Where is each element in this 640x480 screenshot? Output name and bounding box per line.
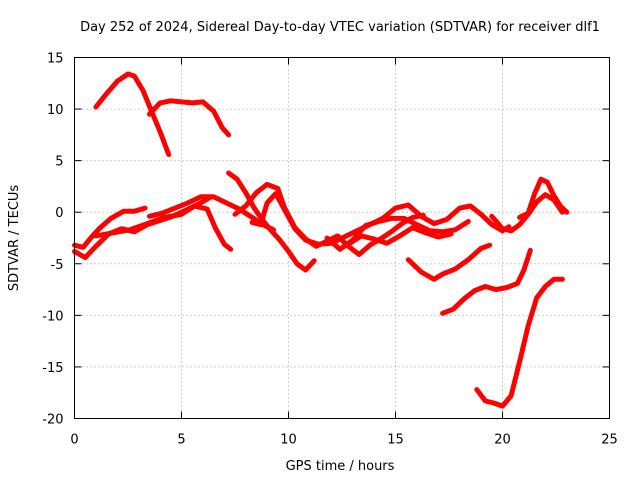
series-arc-5 <box>93 203 234 252</box>
series-arc-13 <box>440 247 533 316</box>
axis-ticks <box>74 57 610 419</box>
plot-frame <box>74 57 610 419</box>
x-tick-label: 0 <box>70 433 78 448</box>
y-tick-label: -5 <box>51 258 64 273</box>
series-arc-3 <box>72 205 148 250</box>
y-tick-label: 10 <box>47 103 64 118</box>
x-axis-label: GPS time / hours <box>286 459 395 474</box>
y-tick-label: -10 <box>42 309 63 324</box>
series-arc-14 <box>474 276 565 409</box>
y-tick-label: 15 <box>47 52 64 67</box>
series-arc-7 <box>226 170 317 273</box>
x-tick-label: 25 <box>601 433 618 448</box>
x-tick-label: 10 <box>280 433 297 448</box>
series-arc-2 <box>146 98 232 138</box>
chart-title: Day 252 of 2024, Sidereal Day-to-day VTE… <box>80 20 600 35</box>
y-tick-labels: -20 -15 -10 -5 0 5 10 15 <box>42 52 63 428</box>
series-arc-12 <box>405 242 493 282</box>
y-tick-label: 5 <box>55 155 63 170</box>
series-arc-11 <box>345 225 454 247</box>
y-tick-label: -15 <box>42 361 63 376</box>
x-tick-label: 5 <box>177 433 185 448</box>
x-tick-labels: 0 5 10 15 20 25 <box>70 433 617 448</box>
series-arc-1 <box>93 71 172 157</box>
series-arc-16 <box>517 176 570 220</box>
y-tick-label: 0 <box>55 206 63 221</box>
data-series <box>72 71 570 409</box>
y-axis-label: SDTVAR / TECUs <box>7 185 22 292</box>
y-tick-label: -20 <box>42 413 63 428</box>
series-arc-6 <box>146 194 276 233</box>
x-tick-label: 20 <box>494 433 511 448</box>
x-tick-label: 15 <box>387 433 404 448</box>
